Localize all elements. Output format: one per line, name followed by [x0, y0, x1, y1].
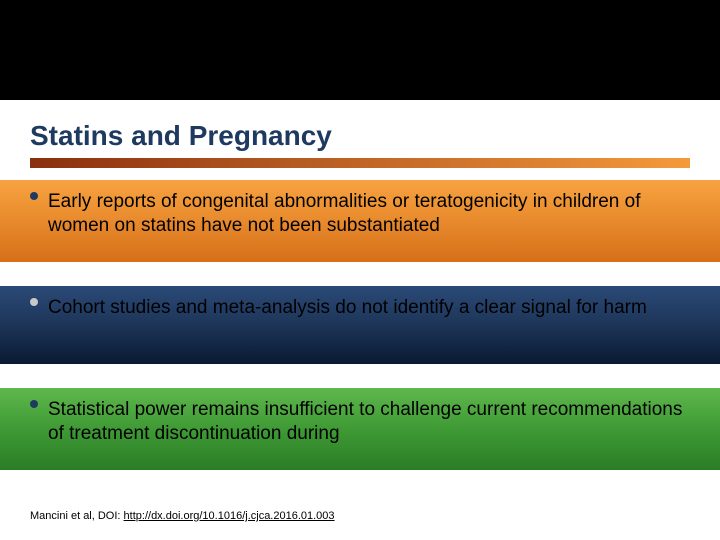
bullet-band-2: Cohort studies and meta-analysis do not … [0, 286, 720, 364]
slide: Statins and Pregnancy Early reports of c… [0, 0, 720, 540]
bullet-text: Early reports of congenital abnormalitie… [48, 190, 690, 238]
bullet-text: Statistical power remains insufficient t… [48, 398, 690, 446]
citation-prefix: Mancini et al, DOI: [30, 510, 124, 522]
top-bar [0, 0, 720, 100]
slide-title: Statins and Pregnancy [30, 120, 332, 152]
bullet-dot-icon [30, 298, 38, 306]
bullet-band-3: Statistical power remains insufficient t… [0, 388, 720, 470]
content-area: Early reports of congenital abnormalitie… [0, 180, 720, 470]
title-underline [30, 158, 690, 168]
bullet-dot-icon [30, 192, 38, 200]
band-gap [0, 364, 720, 388]
citation-link[interactable]: http://dx.doi.org/10.1016/j.cjca.2016.01… [124, 510, 335, 522]
citation: Mancini et al, DOI: http://dx.doi.org/10… [30, 510, 335, 522]
bullet-band-1: Early reports of congenital abnormalitie… [0, 180, 720, 262]
bullet-text: Cohort studies and meta-analysis do not … [48, 296, 690, 320]
bullet-dot-icon [30, 400, 38, 408]
band-gap [0, 262, 720, 286]
